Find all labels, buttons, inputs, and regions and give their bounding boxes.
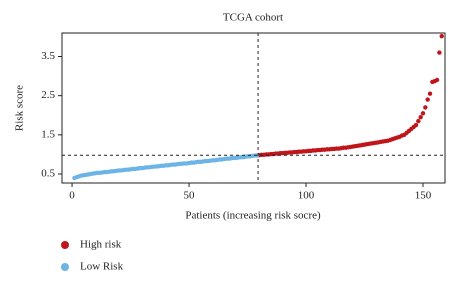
- data-point: [418, 115, 423, 120]
- x-tick-label: 150: [415, 190, 432, 202]
- data-point: [427, 91, 433, 96]
- y-tick-label: 2.5: [41, 89, 55, 101]
- plot-frame: [61, 32, 446, 184]
- legend-label: Low Risk: [80, 261, 124, 273]
- y-axis-label: Risk score: [14, 85, 26, 131]
- x-tick-label: 0: [69, 190, 75, 202]
- legend-marker: [61, 263, 69, 271]
- data-point: [413, 122, 419, 128]
- data-point: [416, 118, 421, 124]
- y-tick-label: 3.5: [41, 50, 55, 62]
- legend-label: High risk: [80, 239, 122, 251]
- data-point: [423, 105, 428, 110]
- data-point: [437, 50, 442, 55]
- data-point: [420, 111, 426, 116]
- x-tick-label: 50: [184, 190, 196, 202]
- x-tick-label: 100: [298, 190, 315, 202]
- data-point: [439, 33, 444, 39]
- data-point: [425, 97, 430, 102]
- data-point: [434, 77, 440, 83]
- x-axis-label: Patients (increasing risk socre): [185, 210, 321, 222]
- y-tick-label: 1.5: [41, 128, 55, 140]
- y-tick-label: 0.5: [41, 168, 55, 180]
- legend-marker: [61, 241, 69, 249]
- chart-title: TCGA cohort: [223, 12, 283, 24]
